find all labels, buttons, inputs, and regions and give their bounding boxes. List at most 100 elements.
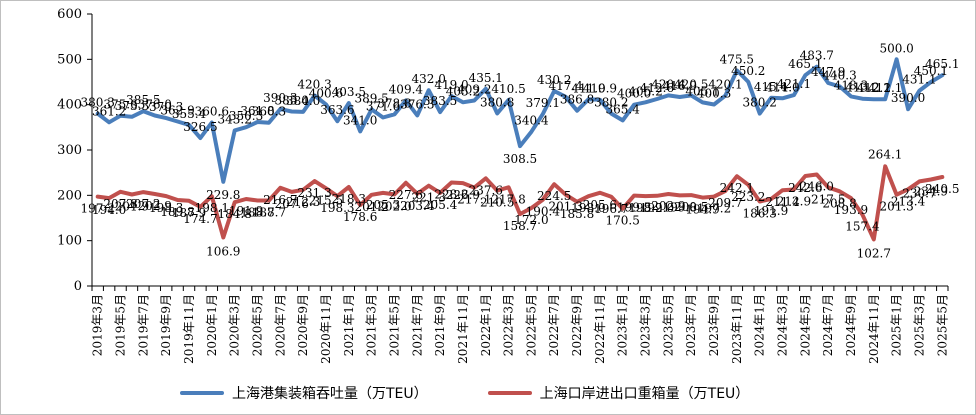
data-label: 380.3 (81, 96, 115, 110)
data-label: 207.8 (103, 197, 137, 211)
data-label: 198.2 (628, 201, 662, 215)
data-label: 432.0 (412, 72, 446, 86)
data-label: 215.5 (309, 193, 343, 207)
data-label: 412.1 (868, 81, 902, 95)
data-label: 400.0 (617, 87, 651, 101)
x-tick-label: 2022年3月 (502, 294, 516, 356)
data-label: 365.4 (606, 102, 641, 116)
data-label: 194.0 (92, 203, 126, 217)
data-label: 226.9 (446, 188, 480, 202)
x-tick-label: 2020年5月 (250, 294, 264, 356)
data-label: 373.3 (115, 99, 149, 113)
x-tick-label: 2023年3月 (639, 294, 653, 356)
data-label: 201.9 (115, 199, 149, 213)
data-label: 384.0 (286, 94, 320, 108)
data-label: 355.4 (172, 107, 207, 121)
data-label: 208.8 (822, 196, 856, 210)
data-label: 417.4 (548, 79, 583, 93)
data-label: 412.1 (857, 81, 891, 95)
data-label: 191.9 (229, 204, 263, 218)
y-tick-label: 500 (57, 52, 82, 67)
data-label: 221.3 (412, 191, 446, 205)
x-tick-label: 2021年3月 (365, 294, 379, 356)
data-label: 450.1 (914, 64, 948, 78)
data-label: 158.7 (503, 219, 537, 233)
data-label: 198.3 (149, 201, 183, 215)
x-tick-label: 2024年9月 (844, 294, 858, 356)
x-tick-label: 2019年3月 (91, 294, 105, 356)
data-label: 465.1 (788, 57, 822, 71)
x-tick-label: 2025年3月 (912, 294, 926, 356)
x-tick-label: 2021年7月 (410, 294, 424, 356)
data-label: 197.2 (81, 202, 115, 216)
data-label: 201.3 (548, 200, 582, 214)
x-tick-label: 2025年1月 (890, 294, 904, 356)
data-label: 380.2 (594, 96, 628, 110)
data-label: 420.1 (708, 78, 742, 92)
x-tick-label: 2024年11月 (867, 294, 881, 364)
data-label: 218.3 (332, 192, 366, 206)
data-label: 228.2 (434, 188, 468, 202)
data-label: 207.2 (126, 197, 160, 211)
data-label: 447.9 (811, 65, 845, 79)
data-label: 403.5 (332, 85, 366, 99)
data-label: 202.0 (377, 199, 411, 213)
data-label: 202.9 (138, 199, 172, 213)
data-label: 178.6 (343, 210, 377, 224)
data-label: 201.2 (354, 200, 388, 214)
data-label: 420.5 (674, 77, 708, 91)
legend-item-throughput: 上海港集装箱吞吐量（万TEU） (180, 383, 428, 403)
x-tick-label: 2020年7月 (273, 294, 287, 356)
throughput-line (95, 57, 945, 184)
data-label: 209.7 (708, 196, 742, 210)
data-label: 416.9 (663, 79, 697, 93)
data-label: 379.1 (526, 96, 560, 110)
data-label: 237.6 (469, 183, 503, 197)
x-tick-label: 2020年11月 (319, 294, 333, 364)
data-label: 483.7 (800, 49, 834, 63)
data-label: 421.1 (777, 77, 811, 91)
data-label: 385.0 (275, 93, 309, 107)
data-label: 197.2 (697, 202, 731, 216)
data-label: 410.5 (491, 82, 525, 96)
legend-label-heavy-containers: 上海口岸进出口重箱量（万TEU） (539, 386, 750, 402)
x-tick-label: 2020年1月 (205, 294, 219, 356)
y-tick-label: 0 (74, 279, 82, 294)
data-label: 350.3 (229, 109, 263, 123)
data-label: 450.2 (731, 64, 765, 78)
data-label: 211.4 (765, 195, 800, 209)
x-tick-label: 2022年1月 (479, 294, 493, 356)
x-tick-label: 2020年9月 (296, 294, 310, 356)
data-label: 385.5 (126, 93, 160, 107)
x-tick-label: 2023年9月 (707, 294, 721, 356)
data-label: 223.2 (731, 190, 765, 204)
data-label: 199.8 (663, 200, 697, 214)
data-label: 102.7 (857, 246, 891, 260)
data-label: 340.4 (514, 114, 549, 128)
data-label: 264.1 (868, 147, 902, 161)
data-label: 409.2 (457, 82, 491, 96)
data-label: 202.9 (651, 199, 685, 213)
data-label: 217.1 (457, 193, 491, 207)
data-label: 341.0 (343, 113, 377, 127)
data-label: 227.6 (389, 188, 423, 202)
data-label: 326.5 (183, 120, 217, 134)
x-tick-label: 2024年5月 (798, 294, 812, 356)
data-label: 435.1 (469, 71, 503, 85)
x-tick-label: 2024年3月 (776, 294, 790, 356)
data-label: 362.9 (160, 103, 194, 117)
x-tick-label: 2025年5月 (935, 294, 949, 356)
data-label: 240.5 (925, 182, 959, 196)
data-label: 174.7 (183, 212, 217, 226)
x-tick-label: 2022年7月 (547, 294, 561, 356)
data-label: 414.0 (765, 80, 799, 94)
data-label: 194.9 (685, 203, 719, 217)
line-chart: 0 100 200 300 400 500 600 2019年3月 2019年5月 2019年7月… (57, 7, 959, 364)
x-tick-label: 2023年5月 (661, 294, 675, 356)
x-tick-label: 2024年1月 (753, 294, 767, 356)
data-label: 212.3 (286, 195, 320, 209)
data-label: 191.9 (754, 204, 788, 218)
data-label: 405.2 (628, 84, 662, 98)
x-tick-label: 2021年5月 (387, 294, 401, 356)
x-tick-label: 2021年11月 (456, 294, 470, 364)
